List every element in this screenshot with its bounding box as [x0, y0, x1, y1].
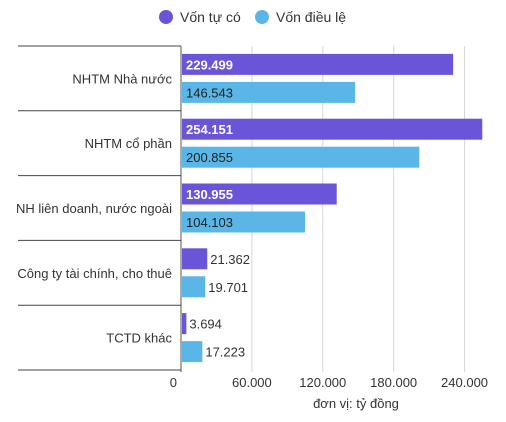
bar-value-labels: 229.499 146.543 254.151 200.855 130.955 104.1… — [186, 57, 250, 359]
value-label-von-tu-co-tctd-khac: 3.694 — [189, 317, 222, 332]
bar-von-tu-co-nhtm-nha-nuoc — [182, 53, 454, 75]
legend: Vốn tự có Vốn điều lệ — [159, 9, 346, 25]
bar-von-tu-co-nh-lien-doanh-nuoc-ngoai — [182, 183, 337, 205]
unit-note: đơn vị: tỷ đồng — [313, 396, 399, 411]
category-label-nhtm-nha-nuoc: NHTM Nhà nước — [72, 71, 172, 86]
value-label-von-dieu-le-nhtm-nha-nuoc: 146.543 — [186, 85, 233, 100]
x-tick-label: 0 — [170, 375, 177, 390]
legend-label-von-dieu-le: Vốn điều lệ — [276, 9, 346, 25]
value-label-von-tu-co-cong-ty-tai-chinh-cho-thue: 21.362 — [210, 252, 250, 267]
category-label-nhtm-co-phan: NHTM cổ phần — [85, 136, 172, 151]
x-tick-label: 60.000 — [232, 375, 272, 390]
legend-marker-von-dieu-le — [255, 10, 269, 24]
bars — [182, 53, 483, 363]
bar-von-tu-co-cong-ty-tai-chinh-cho-thue — [182, 248, 208, 270]
x-tick-label: 120.000 — [299, 375, 346, 390]
value-label-von-dieu-le-nh-lien-doanh-nuoc-ngoai: 104.103 — [186, 215, 233, 230]
x-tick-label: 180.000 — [370, 375, 417, 390]
category-label-nh-lien-doanh-nuoc-ngoai: NH liên doanh, nước ngoài — [16, 201, 172, 216]
legend-marker-von-tu-co — [159, 10, 173, 24]
value-label-von-dieu-le-tctd-khac: 17.223 — [205, 345, 245, 360]
bar-von-dieu-le-nhtm-co-phan — [182, 146, 420, 168]
category-label-cong-ty-tai-chinh-cho-thue: Công ty tài chính, cho thuê — [17, 266, 172, 281]
category-label-tctd-khac: TCTD khác — [106, 331, 172, 346]
value-label-von-dieu-le-cong-ty-tai-chinh-cho-thue: 19.701 — [208, 280, 248, 295]
category-labels: NHTM Nhà nước NHTM cổ phần NH liên doanh, … — [16, 71, 172, 345]
bar-von-dieu-le-tctd-khac — [182, 341, 203, 363]
legend-label-von-tu-co: Vốn tự có — [180, 9, 241, 25]
x-tick-label: 240.000 — [441, 375, 488, 390]
value-label-von-tu-co-nhtm-co-phan: 254.151 — [186, 122, 233, 137]
category-separators — [18, 45, 181, 371]
value-label-von-tu-co-nh-lien-doanh-nuoc-ngoai: 130.955 — [186, 187, 233, 202]
bar-von-dieu-le-cong-ty-tai-chinh-cho-thue — [182, 276, 206, 298]
bar-von-dieu-le-nhtm-nha-nuoc — [182, 81, 356, 103]
bar-von-tu-co-tctd-khac — [182, 313, 187, 335]
x-axis-tick-labels: 0 60.000 120.000 180.000 240.000 — [170, 375, 488, 390]
bar-von-tu-co-nhtm-co-phan — [182, 118, 483, 140]
value-label-von-tu-co-nhtm-nha-nuoc: 229.499 — [186, 57, 233, 72]
value-label-von-dieu-le-nhtm-co-phan: 200.855 — [186, 150, 233, 165]
bar-von-dieu-le-nh-lien-doanh-nuoc-ngoai — [182, 211, 305, 233]
